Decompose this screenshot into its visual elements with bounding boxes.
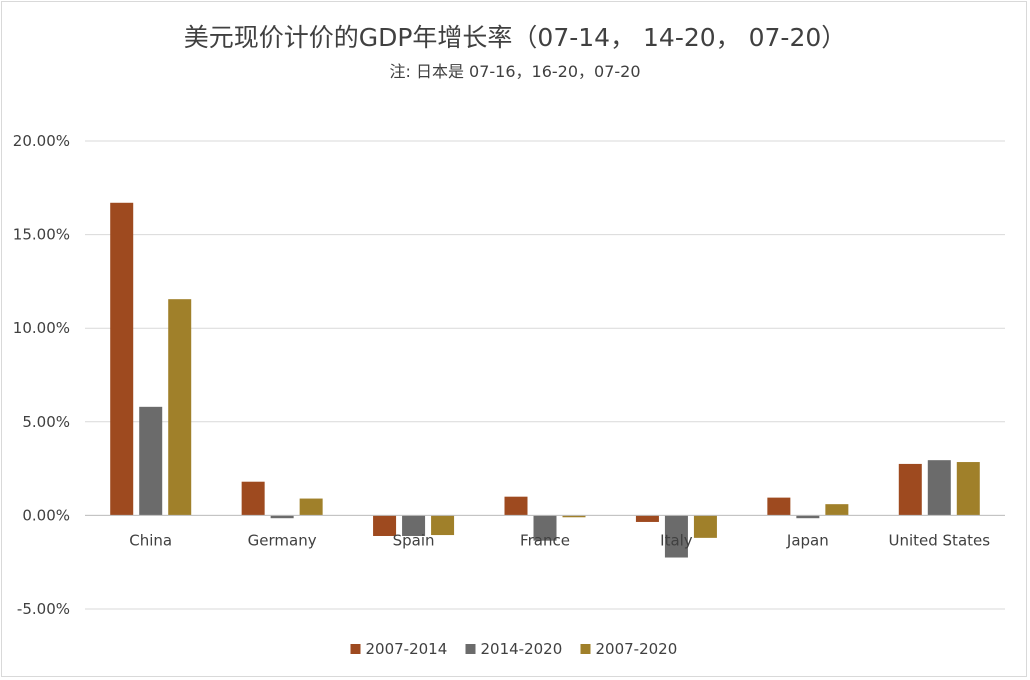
category-label: Spain xyxy=(393,531,435,549)
bar xyxy=(796,515,820,519)
bar xyxy=(635,515,659,522)
y-tick-label: 10.00% xyxy=(13,319,70,337)
category-label: China xyxy=(129,531,172,549)
category-label: Japan xyxy=(786,531,829,549)
y-tick-label: 5.00% xyxy=(22,413,70,431)
category-label: France xyxy=(520,531,570,549)
bar xyxy=(402,515,426,536)
legend-swatch xyxy=(580,644,591,654)
y-tick-label: 0.00% xyxy=(22,506,70,524)
category-label: Germany xyxy=(248,531,317,549)
legend-label: 2007-2014 xyxy=(366,640,448,658)
bar xyxy=(168,299,192,516)
legend-swatch xyxy=(350,644,361,654)
bar xyxy=(241,481,265,516)
bar xyxy=(767,497,791,516)
bar xyxy=(898,463,922,516)
legend-label: 2014-2020 xyxy=(481,640,563,658)
category-label: Italy xyxy=(660,531,693,549)
bar xyxy=(270,515,294,519)
bar xyxy=(927,460,951,516)
bar xyxy=(693,515,717,538)
y-tick-label: -5.00% xyxy=(17,600,70,618)
bar xyxy=(956,462,980,516)
bar xyxy=(562,515,586,518)
bar xyxy=(504,496,528,516)
y-tick-label: 15.00% xyxy=(13,226,70,244)
legend-label: 2007-2020 xyxy=(596,640,678,658)
chart-subtitle: 注: 日本是 07-16，16-20，07-20 xyxy=(389,62,641,81)
chart-title: 美元现价计价的GDP年增长率（07-14， 14-20， 07-20） xyxy=(183,23,847,52)
bar xyxy=(825,504,849,516)
bar xyxy=(139,406,163,516)
bar xyxy=(664,515,688,558)
bar xyxy=(431,515,455,536)
bar xyxy=(373,515,397,536)
legend-swatch xyxy=(465,644,476,654)
bar xyxy=(110,202,134,516)
bar xyxy=(299,498,323,516)
category-label: United States xyxy=(888,531,990,549)
bar xyxy=(533,515,557,541)
y-tick-label: 20.00% xyxy=(13,132,70,150)
